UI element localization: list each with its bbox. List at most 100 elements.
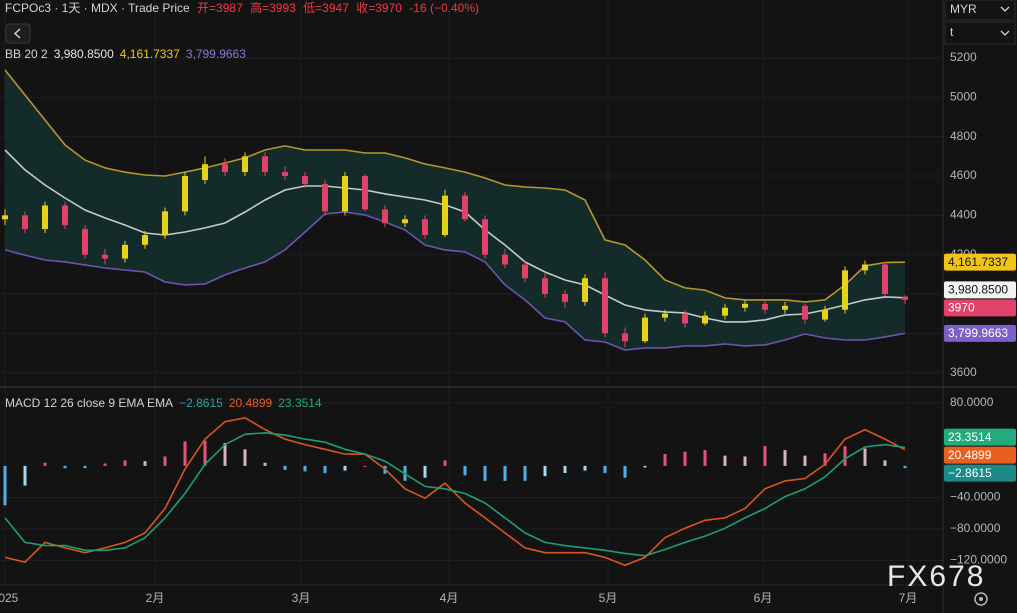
x-tick-label: 2月 xyxy=(146,591,165,605)
histogram-bar xyxy=(164,456,167,465)
histogram-bar xyxy=(304,466,307,472)
candle-body xyxy=(782,306,788,310)
candle-body xyxy=(442,196,448,235)
histogram-bar xyxy=(264,463,267,466)
candle-body xyxy=(462,196,468,220)
histogram-bar xyxy=(544,466,547,476)
candle-body xyxy=(42,205,48,229)
histogram-bar xyxy=(644,466,647,468)
candle-body xyxy=(622,333,628,341)
candle-body xyxy=(202,164,208,180)
histogram-bar xyxy=(104,464,107,466)
legend: BB 20 23,980.85004,161.73373,799.9663 xyxy=(5,47,246,61)
candle-body xyxy=(902,297,908,300)
histogram-bar xyxy=(904,466,907,468)
histogram-bar xyxy=(64,466,67,468)
candle-body xyxy=(682,314,688,324)
candle-body xyxy=(722,308,728,316)
candle-body xyxy=(382,209,388,223)
histogram-bar xyxy=(4,466,7,505)
candle-body xyxy=(142,235,148,245)
histogram-bar xyxy=(124,460,127,466)
candle-body xyxy=(282,172,288,176)
x-tick-label: 7月 xyxy=(899,591,918,605)
histogram-bar xyxy=(464,466,467,475)
candle-body xyxy=(2,215,8,219)
candle-body xyxy=(602,278,608,333)
back-button[interactable] xyxy=(6,24,30,43)
histogram-bar xyxy=(344,466,347,471)
low: 低=3947 xyxy=(303,1,349,15)
histogram-bar xyxy=(484,466,487,481)
candle-body xyxy=(802,306,808,320)
price-box-label: 3,980.8500 xyxy=(948,282,1008,296)
candle-body xyxy=(762,304,768,310)
y-tick-label: 80.0000 xyxy=(950,395,994,409)
candle-body xyxy=(322,184,328,212)
legend-title: BB 20 2 xyxy=(5,47,48,61)
candle-body xyxy=(742,304,748,308)
currency: MYR xyxy=(950,2,977,16)
currency-select[interactable]: MYR xyxy=(945,0,1015,20)
x-tick-label: 2025 xyxy=(0,591,19,605)
high: 高=3993 xyxy=(250,0,296,15)
y-tick-label: 4800 xyxy=(950,129,977,143)
candle-body xyxy=(62,205,68,225)
histogram-bar xyxy=(184,441,187,465)
candle-body xyxy=(302,176,308,184)
y-tick-label: 4600 xyxy=(950,168,977,182)
histogram-bar xyxy=(364,466,367,467)
price-box-label: 23.3514 xyxy=(948,430,992,444)
price-box-label: 3970 xyxy=(948,300,975,314)
legend-title: MACD 12 26 close 9 EMA EMA xyxy=(5,396,173,410)
candle-body xyxy=(862,264,868,270)
x-tick-label: 4月 xyxy=(440,591,459,605)
candle-body xyxy=(842,270,848,309)
candle-body xyxy=(402,219,408,223)
candle-body xyxy=(362,176,368,209)
histogram-bar xyxy=(24,466,27,486)
histogram-bar xyxy=(524,466,527,481)
x-tick-label: 3月 xyxy=(292,591,311,605)
histogram-bar xyxy=(244,449,247,466)
histogram-bar xyxy=(684,452,687,466)
candle-body xyxy=(422,219,428,235)
candle-body xyxy=(182,176,188,211)
legend-value: 3,799.9663 xyxy=(186,47,246,61)
candle-body xyxy=(882,264,888,293)
legend-value: 23.3514 xyxy=(278,396,322,410)
histogram-bar xyxy=(764,446,767,466)
candle-body xyxy=(562,294,568,302)
histogram-bar xyxy=(284,466,287,470)
candle-body xyxy=(482,219,488,254)
y-tick-label: 5000 xyxy=(950,90,977,104)
legend-value: 20.4899 xyxy=(229,396,273,410)
x-tick-label: 6月 xyxy=(754,591,773,605)
histogram-bar xyxy=(864,449,867,466)
unit-select[interactable]: t xyxy=(945,22,1015,44)
candle-body xyxy=(582,278,588,302)
histogram-bar xyxy=(804,456,807,466)
y-tick-label: −80.0000 xyxy=(950,521,1001,535)
histogram-bar xyxy=(444,460,447,466)
histogram-bar xyxy=(604,466,607,473)
histogram-bar xyxy=(844,446,847,466)
histogram-bar xyxy=(44,463,47,466)
candle-body xyxy=(502,255,508,265)
unit-box[interactable] xyxy=(945,22,1015,44)
candle-body xyxy=(522,264,528,278)
candle-body xyxy=(642,318,648,342)
y-tick-label: −40.0000 xyxy=(950,490,1001,504)
candle-body xyxy=(82,229,88,255)
legend-value: 4,161.7337 xyxy=(120,47,180,61)
close: 收=3970 xyxy=(356,1,402,15)
candle-body xyxy=(662,314,668,318)
candle-body xyxy=(222,164,228,172)
histogram-bar xyxy=(744,456,747,465)
histogram-bar xyxy=(504,466,507,481)
candle-body xyxy=(262,156,268,172)
candle-body xyxy=(342,176,348,211)
candle-body xyxy=(22,215,28,229)
back-button-box[interactable] xyxy=(6,24,30,43)
